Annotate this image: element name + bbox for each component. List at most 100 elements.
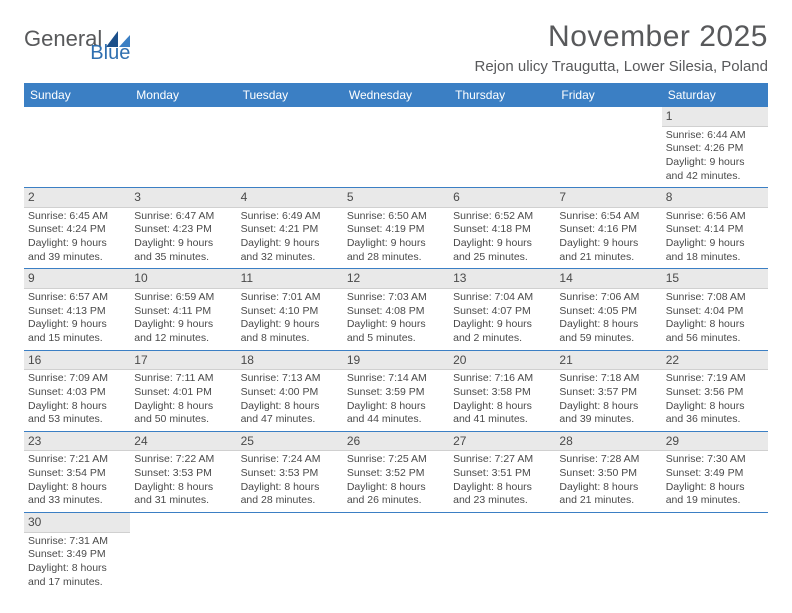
calendar-cell-empty xyxy=(130,107,236,187)
day-number-bar: 30 xyxy=(24,513,130,533)
calendar-cell-empty xyxy=(555,107,661,187)
day-number-bar: 10 xyxy=(130,269,236,289)
day-number-bar: 9 xyxy=(24,269,130,289)
cell-detail-line: Sunrise: 7:08 AM xyxy=(666,291,764,305)
day-number-bar: 1 xyxy=(662,107,768,127)
calendar-cell: 28Sunrise: 7:28 AMSunset: 3:50 PMDayligh… xyxy=(555,432,661,512)
cell-detail-line: Daylight: 9 hours and 28 minutes. xyxy=(347,237,445,264)
cell-detail-line: Daylight: 8 hours and 28 minutes. xyxy=(241,481,339,508)
cell-detail-line: Sunset: 4:10 PM xyxy=(241,305,339,319)
cell-detail-line: Daylight: 9 hours and 35 minutes. xyxy=(134,237,232,264)
calendar-cell: 19Sunrise: 7:14 AMSunset: 3:59 PMDayligh… xyxy=(343,351,449,431)
cell-detail-line: Daylight: 8 hours and 59 minutes. xyxy=(559,318,657,345)
cell-detail-line: Daylight: 8 hours and 33 minutes. xyxy=(28,481,126,508)
cell-detail-line: Daylight: 9 hours and 15 minutes. xyxy=(28,318,126,345)
day-number: 27 xyxy=(453,434,466,448)
day-number: 10 xyxy=(134,271,147,285)
day-header: Saturday xyxy=(662,83,768,107)
day-header: Wednesday xyxy=(343,83,449,107)
calendar-cell-empty xyxy=(130,513,236,593)
day-number-bar xyxy=(130,107,236,123)
day-number: 18 xyxy=(241,353,254,367)
cell-detail-line: Daylight: 8 hours and 19 minutes. xyxy=(666,481,764,508)
day-number-bar: 5 xyxy=(343,188,449,208)
calendar-cell: 9Sunrise: 6:57 AMSunset: 4:13 PMDaylight… xyxy=(24,269,130,349)
day-number-bar: 28 xyxy=(555,432,661,452)
calendar-week-row: 9Sunrise: 6:57 AMSunset: 4:13 PMDaylight… xyxy=(24,269,768,350)
cell-detail-line: Sunrise: 7:30 AM xyxy=(666,453,764,467)
cell-detail-line: Sunset: 3:49 PM xyxy=(666,467,764,481)
calendar-cell: 6Sunrise: 6:52 AMSunset: 4:18 PMDaylight… xyxy=(449,188,555,268)
cell-detail-line: Sunrise: 7:06 AM xyxy=(559,291,657,305)
day-number-bar xyxy=(343,107,449,123)
cell-detail-line: Sunrise: 7:27 AM xyxy=(453,453,551,467)
cell-detail-line: Daylight: 9 hours and 2 minutes. xyxy=(453,318,551,345)
cell-detail-line: Sunrise: 6:56 AM xyxy=(666,210,764,224)
cell-detail-line: Sunset: 4:19 PM xyxy=(347,223,445,237)
cell-detail-line: Sunrise: 7:21 AM xyxy=(28,453,126,467)
calendar-cell: 22Sunrise: 7:19 AMSunset: 3:56 PMDayligh… xyxy=(662,351,768,431)
calendar-cell: 18Sunrise: 7:13 AMSunset: 4:00 PMDayligh… xyxy=(237,351,343,431)
calendar-cell: 21Sunrise: 7:18 AMSunset: 3:57 PMDayligh… xyxy=(555,351,661,431)
day-number-bar xyxy=(662,513,768,516)
cell-detail-line: Sunset: 3:52 PM xyxy=(347,467,445,481)
day-number-bar: 26 xyxy=(343,432,449,452)
day-header: Thursday xyxy=(449,83,555,107)
day-number-bar: 24 xyxy=(130,432,236,452)
cell-detail-line: Sunrise: 7:24 AM xyxy=(241,453,339,467)
cell-detail-line: Daylight: 8 hours and 17 minutes. xyxy=(28,562,126,589)
cell-detail-line: Sunrise: 7:19 AM xyxy=(666,372,764,386)
location-subtitle: Rejon ulicy Traugutta, Lower Silesia, Po… xyxy=(475,58,769,75)
calendar-cell: 12Sunrise: 7:03 AMSunset: 4:08 PMDayligh… xyxy=(343,269,449,349)
calendar-cell: 5Sunrise: 6:50 AMSunset: 4:19 PMDaylight… xyxy=(343,188,449,268)
day-number-bar xyxy=(555,107,661,123)
cell-detail-line: Daylight: 8 hours and 44 minutes. xyxy=(347,400,445,427)
cell-detail-line: Daylight: 9 hours and 5 minutes. xyxy=(347,318,445,345)
day-number-bar xyxy=(449,107,555,123)
cell-detail-line: Sunset: 4:07 PM xyxy=(453,305,551,319)
calendar-cell: 11Sunrise: 7:01 AMSunset: 4:10 PMDayligh… xyxy=(237,269,343,349)
day-number-bar: 3 xyxy=(130,188,236,208)
day-number: 28 xyxy=(559,434,572,448)
day-number: 30 xyxy=(28,515,41,529)
title-block: November 2025 Rejon ulicy Traugutta, Low… xyxy=(475,20,769,75)
day-number: 20 xyxy=(453,353,466,367)
calendar-cell: 23Sunrise: 7:21 AMSunset: 3:54 PMDayligh… xyxy=(24,432,130,512)
cell-detail-line: Sunset: 3:58 PM xyxy=(453,386,551,400)
day-number-bar: 15 xyxy=(662,269,768,289)
cell-detail-line: Sunrise: 7:22 AM xyxy=(134,453,232,467)
day-number: 4 xyxy=(241,190,248,204)
day-number: 2 xyxy=(28,190,35,204)
calendar-cell: 14Sunrise: 7:06 AMSunset: 4:05 PMDayligh… xyxy=(555,269,661,349)
calendar-cell-empty xyxy=(24,107,130,187)
cell-detail-line: Daylight: 8 hours and 50 minutes. xyxy=(134,400,232,427)
calendar-cell: 24Sunrise: 7:22 AMSunset: 3:53 PMDayligh… xyxy=(130,432,236,512)
day-number-bar xyxy=(237,107,343,123)
calendar-cell-empty xyxy=(662,513,768,593)
day-number: 5 xyxy=(347,190,354,204)
cell-detail-line: Daylight: 8 hours and 56 minutes. xyxy=(666,318,764,345)
day-number-bar: 20 xyxy=(449,351,555,371)
cell-detail-line: Sunrise: 7:13 AM xyxy=(241,372,339,386)
cell-detail-line: Sunset: 4:23 PM xyxy=(134,223,232,237)
calendar-week-row: 1Sunrise: 6:44 AMSunset: 4:26 PMDaylight… xyxy=(24,107,768,188)
day-number: 3 xyxy=(134,190,141,204)
calendar-cell-empty xyxy=(237,513,343,593)
cell-detail-line: Sunrise: 7:09 AM xyxy=(28,372,126,386)
calendar-cell: 27Sunrise: 7:27 AMSunset: 3:51 PMDayligh… xyxy=(449,432,555,512)
cell-detail-line: Sunrise: 6:49 AM xyxy=(241,210,339,224)
day-number-bar xyxy=(24,107,130,123)
calendar-cell-empty xyxy=(449,107,555,187)
day-number: 26 xyxy=(347,434,360,448)
cell-detail-line: Sunset: 4:00 PM xyxy=(241,386,339,400)
calendar-cell: 3Sunrise: 6:47 AMSunset: 4:23 PMDaylight… xyxy=(130,188,236,268)
cell-detail-line: Sunrise: 7:18 AM xyxy=(559,372,657,386)
day-number-bar: 2 xyxy=(24,188,130,208)
cell-detail-line: Sunset: 3:56 PM xyxy=(666,386,764,400)
calendar-cell-empty xyxy=(555,513,661,593)
day-header: Sunday xyxy=(24,83,130,107)
day-number: 15 xyxy=(666,271,679,285)
cell-detail-line: Daylight: 8 hours and 23 minutes. xyxy=(453,481,551,508)
day-number: 21 xyxy=(559,353,572,367)
day-number: 23 xyxy=(28,434,41,448)
